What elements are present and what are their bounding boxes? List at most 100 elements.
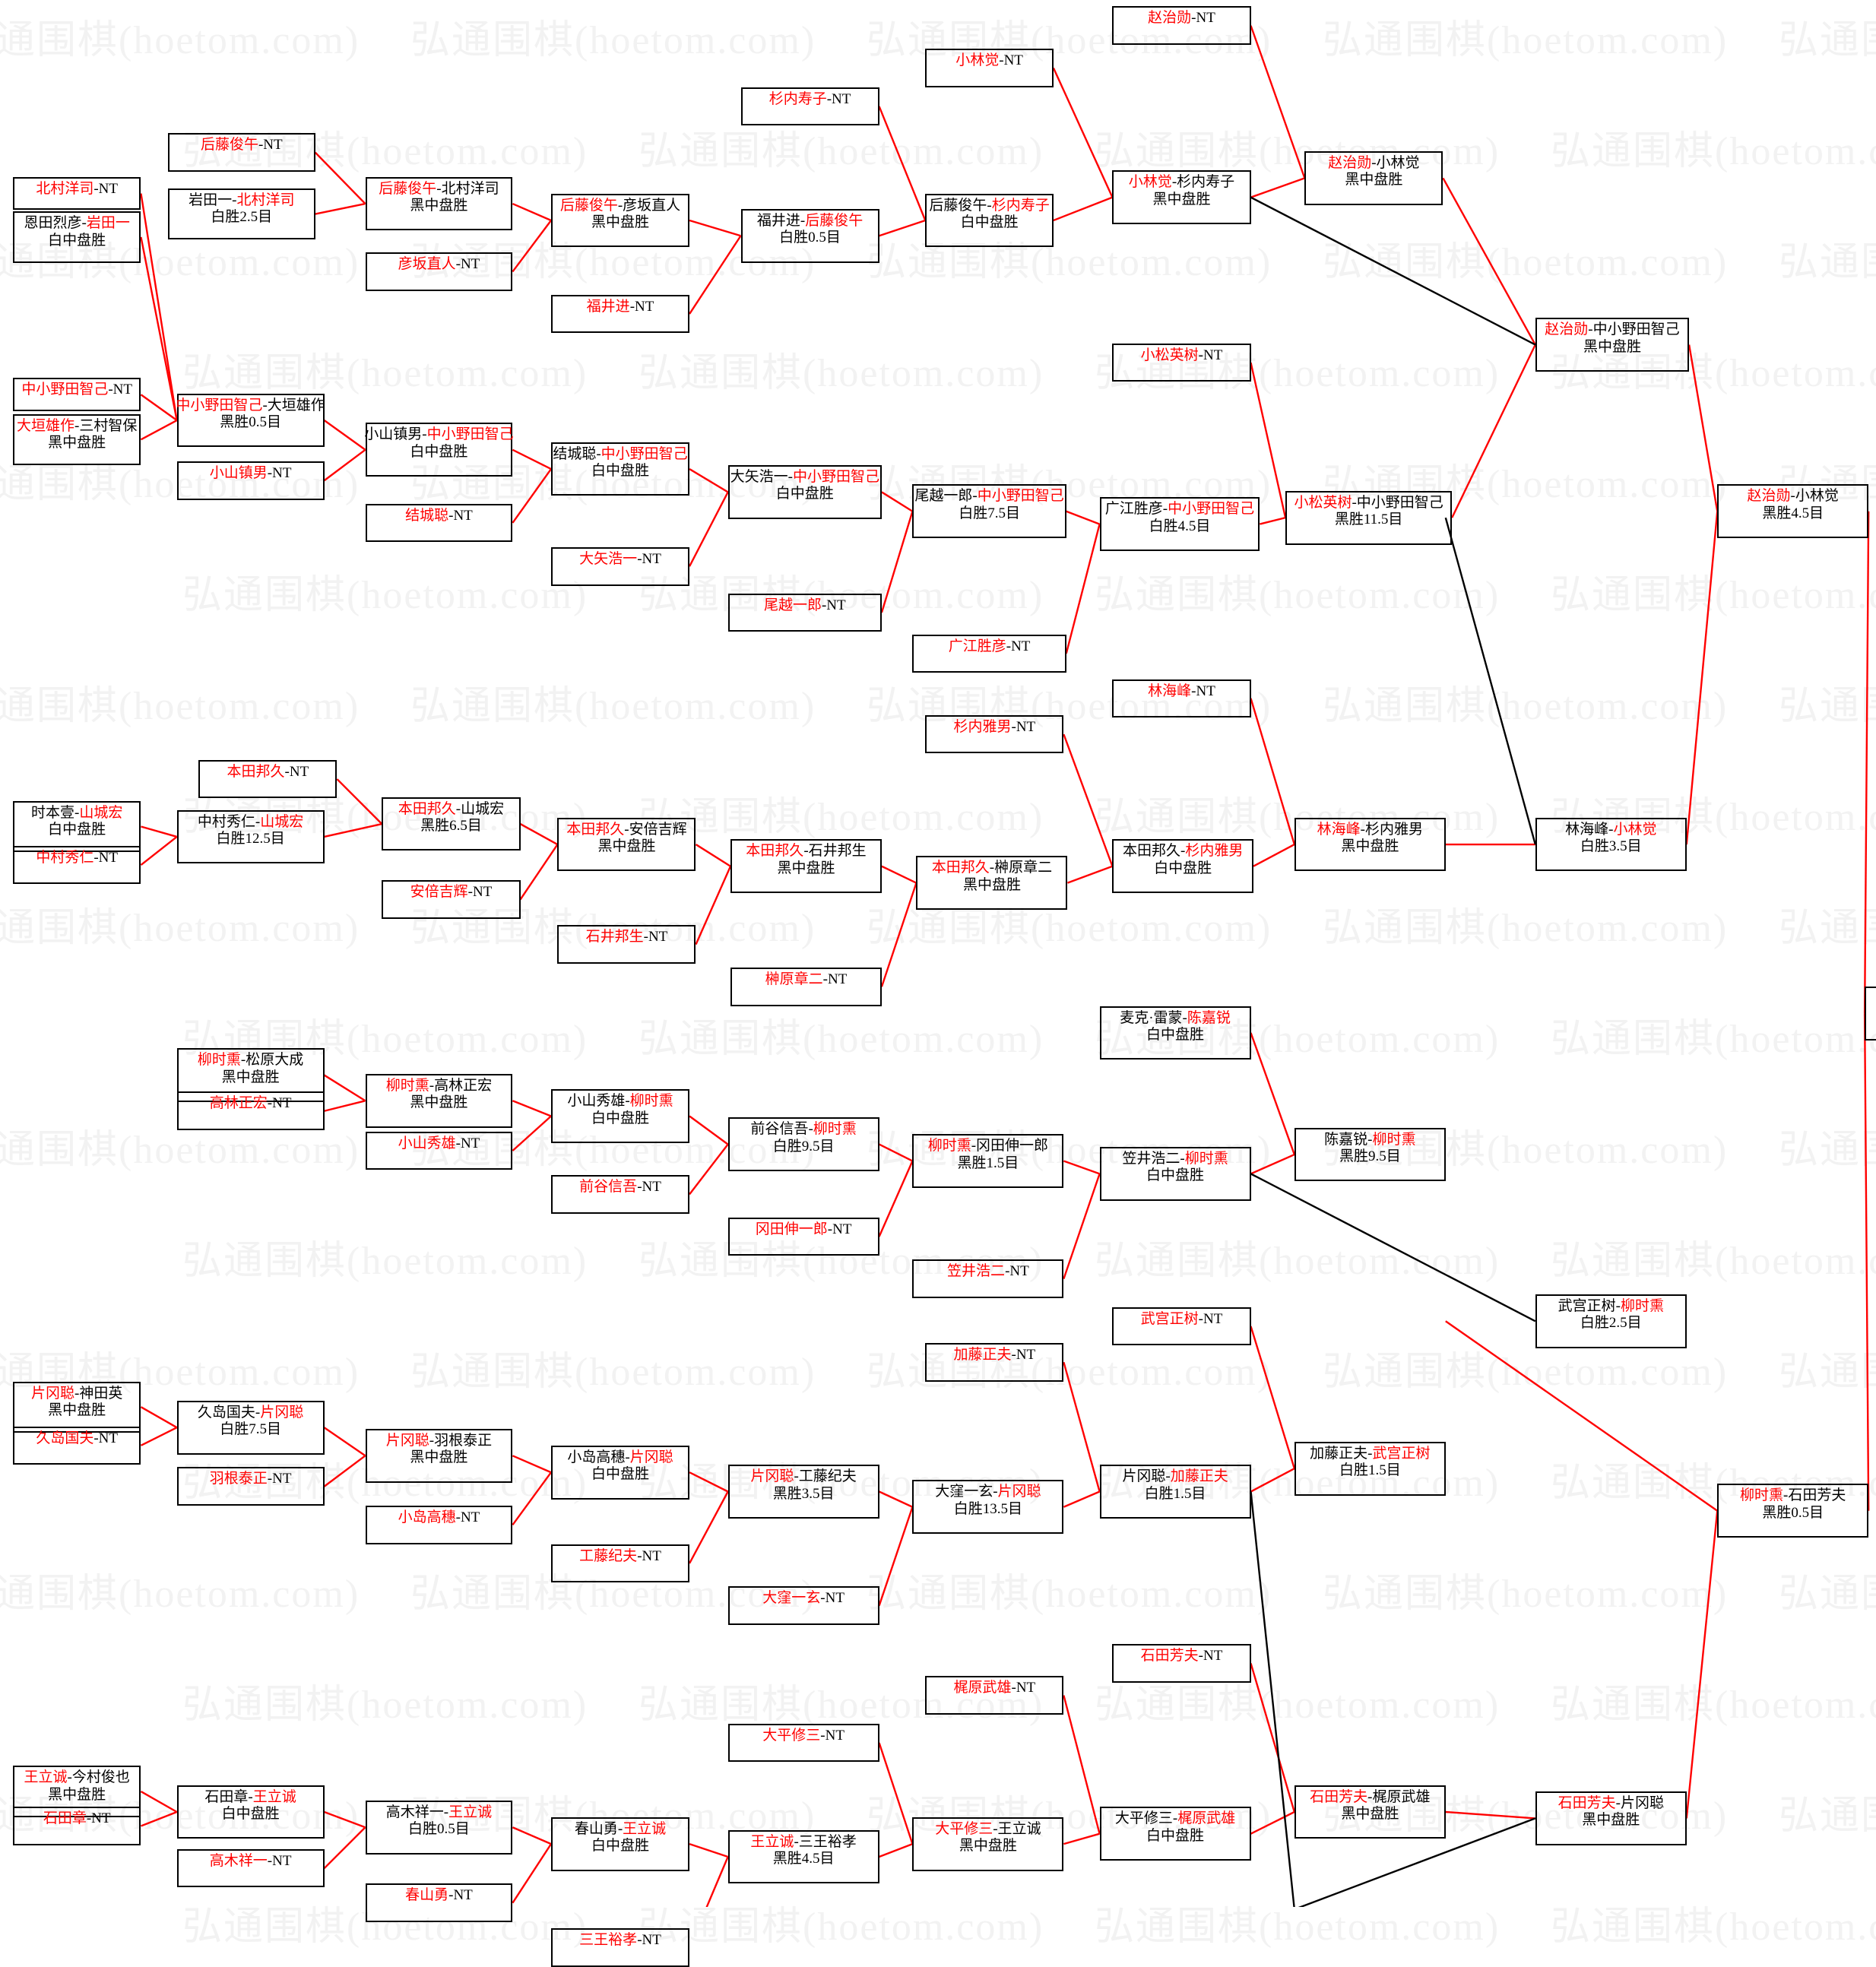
bracket-match-box[interactable]: 广江胜彦-中小野田智己 白胜4.5目: [1099, 497, 1260, 551]
bracket-match-box[interactable]: 柳时熏-石田芳夫 黑胜0.5目: [1717, 1484, 1869, 1538]
bracket-match-box[interactable]: 后藤俊午-NT: [167, 133, 315, 172]
bracket-match-box[interactable]: 高木祥一-NT: [176, 1848, 325, 1888]
bracket-match-box[interactable]: 小山秀雄-NT: [365, 1131, 513, 1170]
bracket-match-box[interactable]: 前谷信吾-NT: [550, 1175, 690, 1214]
player-right: NT: [1016, 1680, 1036, 1696]
bracket-match-box[interactable]: 石田章-NT: [12, 1807, 141, 1845]
bracket-match-box[interactable]: 赵治勋-小林觉 黑胜4.5目: [1717, 484, 1869, 539]
bracket-match-box[interactable]: 加藤正夫-武宫正树 白胜1.5目: [1294, 1441, 1446, 1496]
bracket-match-box[interactable]: 福井进-NT: [550, 294, 690, 334]
bracket-match-box[interactable]: 林海峰-NT: [1112, 679, 1251, 718]
bracket-match-box[interactable]: 后藤俊午-彦坂直人 黑中盘胜: [550, 193, 690, 248]
bracket-match-box[interactable]: 福井进-后藤俊午 白胜0.5目: [740, 208, 879, 263]
bracket-match-box[interactable]: 羽根泰正-NT: [176, 1467, 325, 1506]
bracket-match-box[interactable]: 小山镇男-中小野田智己 白中盘胜: [364, 423, 514, 477]
bracket-match-box[interactable]: 大窪一玄-NT: [727, 1586, 879, 1625]
bracket-match-box[interactable]: 尾越一郎-NT: [727, 593, 882, 632]
player-right: NT: [642, 1179, 661, 1196]
bracket-match-box[interactable]: 石田章-王立诚 白中盘胜: [176, 1785, 325, 1839]
bracket-match-box[interactable]: 大平修三-梶原武雄 白中盘胜: [1099, 1807, 1251, 1861]
bracket-match-box[interactable]: 林海峰-杉内雅男 黑中盘胜: [1294, 817, 1446, 872]
bracket-match-box[interactable]: 陈嘉锐-柳时熏 黑胜9.5目: [1294, 1127, 1446, 1182]
bracket-match-box[interactable]: 赵治勋-小林觉 黑中盘胜: [1304, 150, 1443, 205]
bracket-match-box[interactable]: 中小野田智己-大垣雄作 黑胜0.5目: [176, 393, 325, 448]
bracket-match-box[interactable]: 小林觉-NT: [925, 49, 1054, 87]
bracket-match-box[interactable]: 石井邦生-NT: [557, 925, 696, 964]
bracket-match-box[interactable]: 笠井浩二-NT: [912, 1259, 1064, 1298]
bracket-match-box[interactable]: 小林觉-杉内寿子 黑中盘胜: [1112, 170, 1251, 225]
bracket-match-box[interactable]: 春山勇-王立诚 白中盘胜: [550, 1817, 690, 1871]
bracket-match-box[interactable]: 片冈聪-羽根泰正 黑中盘胜: [365, 1428, 513, 1483]
bracket-match-box[interactable]: 久岛国夫-片冈聪 白胜7.5目: [176, 1400, 325, 1455]
bracket-match-box[interactable]: 大矢浩一-中小野田智己 白中盘胜: [727, 465, 882, 519]
bracket-match-box[interactable]: 安倍吉辉-NT: [382, 880, 521, 919]
bracket-match-box[interactable]: 石田芳夫-NT: [1112, 1644, 1251, 1683]
bracket-match-box[interactable]: 王立诚-今村俊也 黑中盘胜: [12, 1766, 141, 1817]
bracket-match-box[interactable]: 大平修三-王立诚 黑中盘胜: [912, 1817, 1064, 1871]
bracket-match-box[interactable]: 大垣雄作-三村智保 黑中盘胜: [12, 413, 141, 465]
bracket-match-box[interactable]: 柳时熏-高林正宏 黑中盘胜: [365, 1073, 513, 1128]
bracket-match-box[interactable]: 麦克·雷蒙-陈嘉锐 白中盘胜: [1099, 1006, 1251, 1060]
bracket-match-box[interactable]: 片冈聪-工藤纪夫 黑胜3.5目: [727, 1465, 879, 1519]
bracket-match-box[interactable]: 春山勇-NT: [365, 1883, 513, 1922]
bracket-match-box[interactable]: 本田邦久-NT: [198, 759, 337, 799]
bracket-match-box[interactable]: 本田邦久-石井邦生 黑中盘胜: [730, 839, 882, 894]
bracket-match-box[interactable]: 柳时熏-冈田伸一郎 黑胜1.5目: [912, 1134, 1064, 1188]
bracket-match-box[interactable]: 武宫正树-NT: [1112, 1307, 1251, 1346]
bracket-match-box[interactable]: 时本壹-山城宏 白中盘胜: [12, 800, 141, 853]
bracket-match-box[interactable]: 榊原章二-NT: [730, 967, 882, 1006]
match-players: 大窪一玄-片冈聪: [935, 1484, 1041, 1500]
bracket-match-box[interactable]: 杉内雅男-NT: [925, 714, 1064, 754]
bracket-match-box[interactable]: 本田邦久-榊原章二 黑中盘胜: [916, 856, 1068, 911]
bracket-match-box[interactable]: 石田芳夫-片冈聪 黑中盘胜: [1535, 1791, 1687, 1845]
bracket-match-box[interactable]: 高林正宏-NT: [176, 1091, 325, 1131]
bracket-match-box[interactable]: 加藤正夫-NT: [925, 1342, 1064, 1382]
bracket-match-box[interactable]: 后藤俊午-杉内寿子 白中盘胜: [925, 193, 1054, 248]
bracket-match-box[interactable]: 小山秀雄-柳时熏 白中盘胜: [550, 1089, 690, 1143]
bracket-match-box[interactable]: 大矢浩一-NT: [550, 546, 690, 586]
bracket-match-box[interactable]: 工藤纪夫-NT: [550, 1544, 690, 1583]
bracket-match-box[interactable]: 大窪一玄-片冈聪 白胜13.5目: [912, 1480, 1064, 1535]
bracket-match-box[interactable]: 本田邦久-安倍吉辉 黑中盘胜: [557, 817, 696, 872]
bracket-match-box[interactable]: 广江胜彦-NT: [912, 634, 1066, 673]
bracket-match-box[interactable]: 片冈聪-加藤正夫 白胜1.5目: [1099, 1465, 1251, 1519]
bracket-match-box[interactable]: 恩田烈彦-岩田一 白中盘胜: [12, 211, 141, 263]
bracket-match-box[interactable]: 中村秀仁-山城宏 白胜12.5目: [176, 809, 325, 864]
bracket-match-box[interactable]: 本田邦久-杉内雅男 白中盘胜: [1112, 839, 1253, 894]
bracket-match-box[interactable]: 杉内寿子-NT: [740, 87, 879, 126]
bracket-match-box[interactable]: 赵治勋-柳时熏黑中盘胜: [1865, 987, 1876, 1041]
bracket-match-box[interactable]: 中村秀仁-NT: [12, 845, 141, 885]
bracket-match-box[interactable]: 结城聪-NT: [365, 503, 513, 543]
bracket-match-box[interactable]: 本田邦久-山城宏 黑胜6.5目: [382, 797, 521, 851]
player-right: 片冈聪: [1620, 1795, 1664, 1812]
bracket-match-box[interactable]: 前谷信吾-柳时熏 白胜9.5目: [727, 1117, 879, 1171]
bracket-match-box[interactable]: 笠井浩二-柳时熏 白中盘胜: [1099, 1146, 1251, 1201]
bracket-match-box[interactable]: 石田芳夫-梶原武雄 黑中盘胜: [1294, 1785, 1446, 1839]
bracket-match-box[interactable]: 高木祥一-王立诚 白胜0.5目: [365, 1800, 513, 1855]
bracket-match-box[interactable]: 小松英树-中小野田智己 黑胜11.5目: [1285, 490, 1453, 545]
bracket-match-box[interactable]: 冈田伸一郎-NT: [727, 1217, 879, 1256]
bracket-match-box[interactable]: 岩田一-北村洋司 白胜2.5目: [167, 188, 315, 240]
bracket-match-box[interactable]: 彦坂直人-NT: [365, 252, 513, 291]
bracket-match-box[interactable]: 后藤俊午-北村洋司 黑中盘胜: [365, 176, 513, 231]
bracket-match-box[interactable]: 赵治勋-NT: [1112, 6, 1251, 45]
bracket-match-box[interactable]: 片冈聪-神田英 黑中盘胜: [12, 1381, 141, 1433]
bracket-match-box[interactable]: 小山镇男-NT: [176, 461, 325, 500]
bracket-match-box[interactable]: 尾越一郎-中小野田智己 白胜7.5目: [912, 484, 1066, 539]
player-left: 加藤正夫: [953, 1346, 1012, 1363]
bracket-match-box[interactable]: 小岛高穗-NT: [365, 1506, 513, 1544]
bracket-match-box[interactable]: 梶原武雄-NT: [925, 1676, 1064, 1715]
bracket-match-box[interactable]: 结城聪-中小野田智己 白中盘胜: [550, 442, 690, 496]
bracket-match-box[interactable]: 小岛高穗-片冈聪 白中盘胜: [550, 1445, 690, 1500]
bracket-match-box[interactable]: 小松英树-NT: [1112, 343, 1251, 382]
bracket-match-box[interactable]: 大平修三-NT: [727, 1723, 879, 1763]
bracket-match-box[interactable]: 柳时熏-松原大成 黑中盘胜: [176, 1048, 325, 1102]
bracket-match-box[interactable]: 中小野田智己-NT: [12, 378, 141, 412]
bracket-match-box[interactable]: 武宫正树-柳时熏 白胜2.5目: [1535, 1294, 1687, 1348]
bracket-match-box[interactable]: 久岛国夫-NT: [12, 1426, 141, 1465]
bracket-match-box[interactable]: 王立诚-三王裕孝 黑胜4.5目: [727, 1829, 879, 1884]
bracket-match-box[interactable]: 林海峰-小林觉 白胜3.5目: [1535, 817, 1687, 872]
bracket-match-box[interactable]: 北村洋司-NT: [12, 176, 141, 211]
bracket-match-box[interactable]: 赵治勋-中小野田智己 黑中盘胜: [1535, 318, 1690, 372]
bracket-match-box[interactable]: 三王裕孝-NT: [550, 1928, 690, 1967]
